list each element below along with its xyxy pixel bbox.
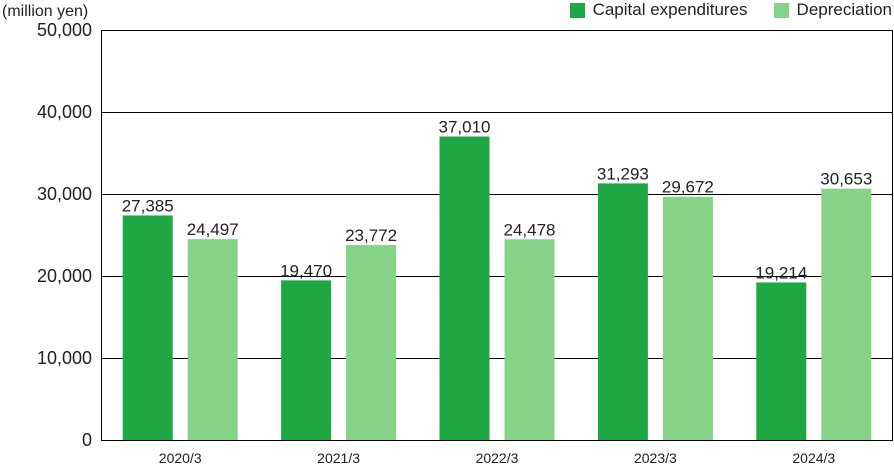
bars — [122, 136, 872, 440]
data-label: 24,497 — [187, 220, 239, 239]
y-tick-label: 20,000 — [37, 266, 92, 286]
data-label: 23,772 — [345, 226, 397, 245]
axes: 0 10,000 20,000 30,000 40,000 50,000 2020/3 202… — [37, 20, 893, 465]
x-tick-label: 2024/3 — [792, 450, 835, 465]
bar-depreciation — [821, 188, 872, 440]
y-tick-label: 0 — [82, 430, 92, 450]
data-label: 37,010 — [439, 118, 491, 137]
y-tick-label: 40,000 — [37, 102, 92, 122]
chart-legend: Capital expenditures Depreciation — [544, 0, 892, 20]
data-label: 19,470 — [280, 261, 332, 280]
legend-label-depreciation: Depreciation — [796, 0, 892, 19]
y-tick-label: 30,000 — [37, 184, 92, 204]
legend-swatch-depreciation — [773, 2, 789, 18]
x-tick-label: 2020/3 — [159, 450, 202, 465]
bar-capital-expenditures — [122, 215, 173, 440]
y-axis-unit-label: (million yen) — [2, 3, 89, 20]
x-tick-label: 2022/3 — [476, 450, 519, 465]
x-tick-label: 2023/3 — [634, 450, 677, 465]
y-tick-label: 10,000 — [37, 348, 92, 368]
bar-depreciation — [504, 239, 555, 440]
y-tick-label: 50,000 — [37, 20, 92, 40]
legend-item-capital-expenditures: Capital expenditures — [569, 0, 748, 20]
bar-capital-expenditures — [281, 280, 332, 440]
bar-depreciation — [662, 196, 713, 440]
data-label: 19,214 — [755, 263, 807, 282]
legend-label-capital-expenditures: Capital expenditures — [592, 0, 748, 19]
legend-item-depreciation: Depreciation — [773, 0, 892, 20]
legend-swatch-capital-expenditures — [569, 2, 585, 18]
bar-capital-expenditures — [439, 136, 490, 440]
data-label: 29,672 — [662, 178, 714, 197]
bar-capital-expenditures — [597, 183, 648, 440]
bar-depreciation — [346, 245, 397, 440]
data-label: 30,653 — [820, 170, 872, 189]
bar-capital-expenditures — [756, 282, 807, 440]
data-label: 27,385 — [122, 196, 174, 215]
bar-depreciation — [187, 239, 238, 440]
data-labels: 27,385 24,497 19,470 23,772 37,010 24,478 31,2… — [122, 118, 873, 283]
data-label: 31,293 — [597, 164, 649, 183]
data-label: 24,478 — [504, 220, 556, 239]
x-tick-label: 2021/3 — [317, 450, 360, 465]
